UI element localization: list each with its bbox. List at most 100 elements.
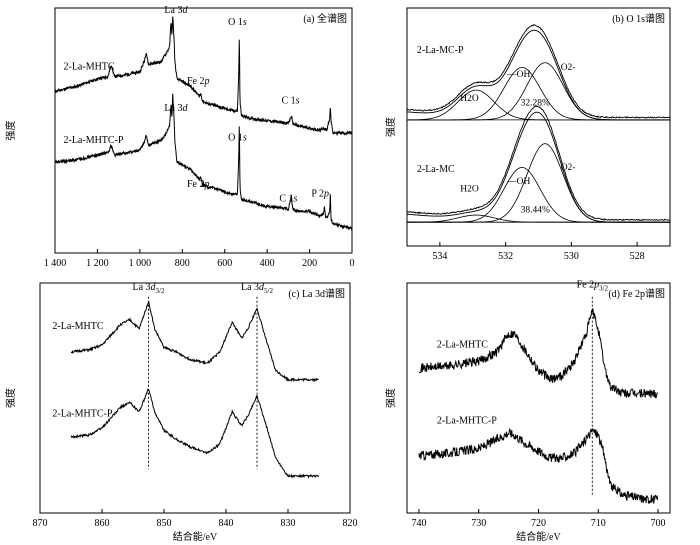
x-tick-label-3: 840 bbox=[219, 518, 234, 529]
panel-c-peak-label-1-orbital: d bbox=[259, 282, 265, 293]
panel-b-upper-oh-label: —OH bbox=[506, 70, 530, 80]
x-tick-label-3: 710 bbox=[591, 518, 606, 529]
panel-b-lower-o2-label: O2- bbox=[561, 163, 576, 173]
x-tick-label-5: 400 bbox=[260, 258, 275, 269]
x-tick-label-3: 528 bbox=[630, 251, 645, 262]
panel-c-series-label-0: 2-La-MHTC bbox=[52, 321, 103, 332]
panel-b-title: (b) O 1s谱图 bbox=[612, 12, 665, 25]
x-tick-label-2: 720 bbox=[531, 518, 546, 529]
panel-a-annotation-4: La 3d bbox=[164, 103, 188, 114]
panel-b-upper-sample-label: 2-La-MC-P bbox=[417, 45, 464, 56]
panel-a-annotation-4-main: La 3 bbox=[164, 103, 182, 114]
panel-a-frame bbox=[54, 7, 353, 254]
y-axis-label: 强度 bbox=[4, 388, 17, 408]
x-tick-label-4: 830 bbox=[281, 518, 296, 529]
panel-c-peak-label-1-main: La 3 bbox=[241, 282, 259, 293]
panel-c-title: (c) La 3d谱图 bbox=[288, 287, 345, 300]
x-tick-label-3: 800 bbox=[175, 258, 190, 269]
x-tick-label-1: 730 bbox=[471, 518, 486, 529]
x-tick-label-6: 200 bbox=[302, 258, 317, 269]
x-tick-label-4: 700 bbox=[651, 518, 666, 529]
x-axis-label: 结合能/eV bbox=[173, 530, 218, 543]
panel-c-peak-label-1-spin: 5/2 bbox=[264, 287, 273, 295]
x-tick-label-2: 850 bbox=[157, 518, 172, 529]
panel-b-lower-sample-label: 2-La-MC bbox=[417, 164, 455, 175]
x-tick-label-0: 534 bbox=[432, 251, 447, 262]
panel-a-annotation-7: C 1s bbox=[279, 194, 297, 205]
panel-b-upper-raw bbox=[406, 24, 671, 119]
panel-b-lower-oh-label: —OH bbox=[506, 177, 530, 187]
x-tick-label-0: 740 bbox=[411, 518, 426, 529]
panel-a-survey-spectrum: (a) 全谱图 1 400 1 200 1 000 800 600 400 200 0 强度 La … bbox=[4, 5, 355, 269]
x-tick-label-1: 1 200 bbox=[86, 258, 109, 269]
y-axis-label: 强度 bbox=[4, 121, 17, 141]
panel-a-annotation-3: C 1s bbox=[281, 96, 299, 107]
x-tick-label-2: 1 000 bbox=[129, 258, 152, 269]
x-tick-label-1: 532 bbox=[498, 251, 513, 262]
panel-c-peak-label-0-spin: 3/2 bbox=[156, 287, 165, 295]
panel-a-annotation-0-orbital: d bbox=[182, 5, 188, 16]
x-tick-label-0: 1 400 bbox=[44, 258, 67, 269]
panel-b-upper-percent: 32.28% bbox=[521, 99, 550, 109]
panel-a-annotation-6-orbital: p bbox=[203, 179, 209, 190]
panel-a-annotation-1-orbital: s bbox=[243, 17, 247, 28]
panel-c-peak-label-0-main: La 3 bbox=[133, 282, 151, 293]
x-tick-label-4: 600 bbox=[217, 258, 232, 269]
panel-d-title: (d) Fe 2p谱图 bbox=[608, 287, 665, 300]
panel-a-annotation-2: Fe 2p bbox=[187, 76, 210, 87]
panel-c-peak-label-1: La 3d5/2 bbox=[241, 282, 273, 295]
panel-d-series-0 bbox=[418, 308, 659, 399]
panel-a-annotation-8-main: P 2 bbox=[311, 189, 324, 200]
panel-a-series-label-0: 2-La-MHTC bbox=[63, 61, 114, 72]
panel-b-lower-percent: 38.44% bbox=[521, 206, 550, 216]
panel-c-frame bbox=[39, 282, 351, 514]
panel-c-series-0 bbox=[70, 301, 319, 383]
panel-c-series-label-1: 2-La-MHTC-P bbox=[52, 408, 112, 419]
panel-d-series-label-0: 2-La-MHTC bbox=[437, 339, 488, 350]
panel-a-annotation-1-main: O 1 bbox=[228, 17, 243, 28]
panel-b-lower-raw bbox=[406, 105, 671, 221]
panel-a-annotation-3-orbital: s bbox=[296, 96, 300, 107]
panel-d-peak-label-0-main: Fe 2 bbox=[577, 280, 595, 291]
panel-b-upper-h2o-label: H2O bbox=[460, 94, 479, 104]
panel-a-annotation-5: O 1s bbox=[228, 132, 247, 143]
panel-c-series-1 bbox=[70, 388, 319, 479]
panel-a-annotation-5-orbital: s bbox=[243, 132, 247, 143]
panel-a-annotation-8-orbital: p bbox=[323, 189, 329, 200]
panel-a-annotation-4-orbital: d bbox=[182, 103, 188, 114]
panel-a-series-label-1: 2-La-MHTC-P bbox=[63, 135, 123, 146]
panel-a-annotation-1: O 1s bbox=[228, 17, 247, 28]
panel-a-annotation-2-orbital: p bbox=[203, 76, 209, 87]
panel-d-frame bbox=[406, 282, 671, 514]
y-axis-label: 强度 bbox=[384, 117, 397, 137]
panel-c-peak-label-0: La 3d3/2 bbox=[133, 282, 165, 295]
panel-a-annotation-7-main: C 1 bbox=[279, 194, 293, 205]
x-axis-label: 结合能/eV bbox=[516, 530, 561, 543]
panel-a-title: (a) 全谱图 bbox=[303, 12, 347, 25]
panel-a-annotation-0-main: La 3 bbox=[164, 5, 182, 16]
panel-b-upper-component-2 bbox=[407, 62, 670, 121]
panel-a-series-1 bbox=[54, 93, 353, 231]
panel-b-frame bbox=[406, 7, 671, 247]
panel-b-o1s-spectrum: (b) O 1s谱图 534 532 530 528 强度 2-La-MC-P H2O —OH O… bbox=[384, 7, 671, 262]
panel-b-lower-h2o-label: H2O bbox=[460, 184, 479, 194]
x-tick-label-1: 860 bbox=[95, 518, 110, 529]
panel-a-annotation-0: La 3d bbox=[164, 5, 188, 16]
panel-a-annotation-2-main: Fe 2 bbox=[187, 76, 205, 87]
panel-a-annotation-3-main: C 1 bbox=[281, 96, 295, 107]
panel-d-peak-label-0-spin: 3/2 bbox=[599, 285, 608, 293]
panel-a-series-0 bbox=[54, 16, 353, 137]
x-tick-label-0: 870 bbox=[33, 518, 48, 529]
x-tick-label-5: 820 bbox=[343, 518, 358, 529]
panel-d-peak-label-0: Fe 2p3/2 bbox=[577, 280, 609, 293]
y-axis-label: 强度 bbox=[384, 388, 397, 408]
panel-c-peak-label-0-orbital: d bbox=[151, 282, 157, 293]
panel-a-annotation-8: P 2p bbox=[311, 189, 329, 200]
panel-d-series-1 bbox=[418, 427, 659, 504]
panel-a-annotation-6-main: Fe 2 bbox=[187, 179, 205, 190]
x-tick-label-2: 530 bbox=[564, 251, 579, 262]
panel-d-peak-label-0-orbital: p bbox=[593, 280, 599, 291]
